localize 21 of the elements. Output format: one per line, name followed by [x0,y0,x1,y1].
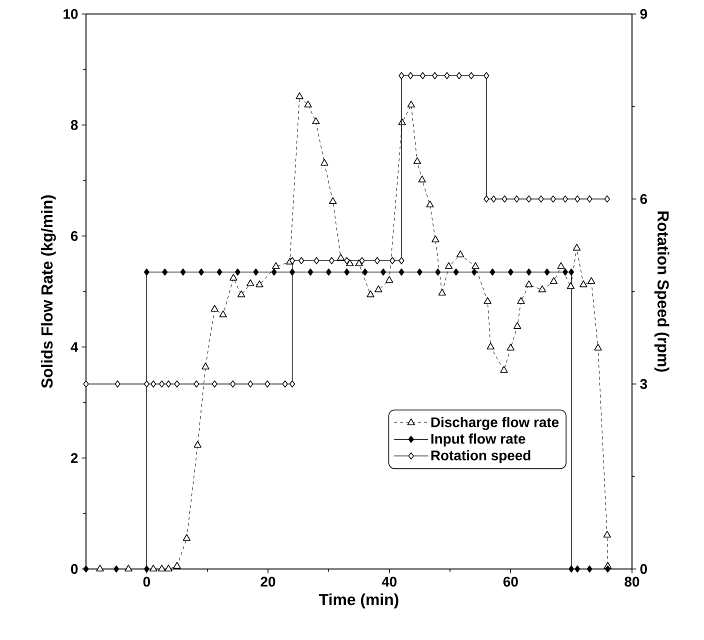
x-tick-label: 80 [624,576,640,587]
y-tick-label: 4 [70,342,78,352]
y2-axis-title: Rotation Speed (rpm) [654,212,670,372]
y-tick-label: 0 [71,564,78,574]
y2-tick-label: 3 [640,379,648,389]
x-tick-label: 60 [503,576,518,587]
y-axis-title: Solids Flow Rate (kg/min) [40,195,56,388]
legend-label: Rotation speed [431,450,530,464]
legend-label: Discharge flow rate [431,416,559,430]
x-tick-label: 0 [143,576,150,587]
legend-label: Input flow rate [431,434,526,447]
y2-tick-label: 9 [640,9,648,19]
y-tick-label: 10 [64,9,78,19]
x-tick-label: 20 [260,576,276,587]
x-tick-label: 40 [382,576,397,587]
x-axis-title: Time (min) [319,593,398,608]
y2-tick-label: 0 [640,564,647,574]
y2-tick-label: 6 [640,194,648,204]
y-tick-label: 2 [70,453,78,463]
y-tick-label: 8 [70,120,78,130]
y-tick-label: 6 [70,231,78,241]
